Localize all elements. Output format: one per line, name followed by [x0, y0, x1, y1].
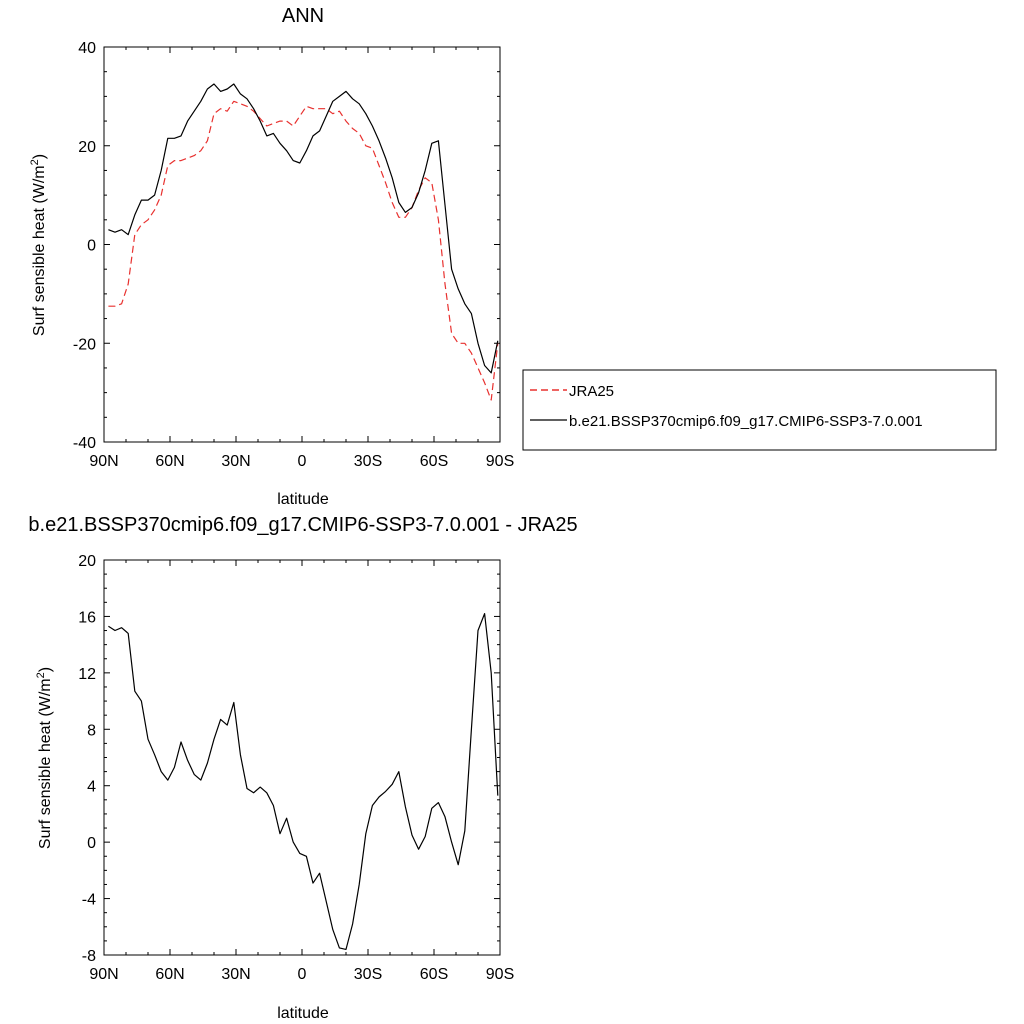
legend-box	[522, 369, 997, 451]
top-panel: ANN 90N 60N 30N 0 30S 60S 90S -40 -20 0 20 40 lati…	[29, 5, 514, 508]
x-tick-label: 90N	[89, 966, 118, 983]
series-line-model	[108, 83, 499, 374]
y-tick-label: -4	[82, 892, 96, 909]
legend-label-jra25: JRA25	[569, 383, 614, 400]
x-tick-label: 0	[298, 453, 307, 470]
y-tick-label: 4	[87, 779, 96, 796]
y-tick-label: -8	[82, 948, 96, 965]
bottom-y-axis-label: Surf sensible heat (W/m2)	[35, 667, 54, 849]
top-y-axis-label-main: Surf sensible heat (W/m	[31, 165, 48, 336]
y-tick-label: 16	[78, 609, 96, 626]
x-tick-label: 30N	[221, 966, 250, 983]
bottom-x-axis-label: latitude	[277, 1005, 329, 1022]
x-tick-label: 60S	[420, 453, 448, 470]
series-line-jra25	[108, 100, 499, 401]
top-y-axis-label-superscript: 2	[29, 159, 41, 165]
x-tick-label: 60N	[155, 453, 184, 470]
x-tick-label: 60S	[420, 966, 448, 983]
top-y-axis-label-end: )	[31, 154, 48, 159]
bottom-series-lines	[108, 612, 499, 951]
x-tick-label: 0	[298, 966, 307, 983]
x-tick-label: 30S	[354, 966, 382, 983]
y-tick-label: 8	[87, 722, 96, 739]
legend: JRA25 b.e21.BSSP370cmip6.f09_g17.CMIP6-S…	[522, 369, 997, 451]
y-tick-label: 20	[78, 139, 96, 156]
top-series-lines	[108, 83, 499, 401]
bottom-plot-frame	[103, 559, 501, 956]
legend-label-model: b.e21.BSSP370cmip6.f09_g17.CMIP6-SSP3-7.…	[569, 413, 923, 430]
top-x-tick-labels: 90N 60N 30N 0 30S 60S 90S	[89, 453, 514, 470]
x-tick-label: 90S	[486, 966, 514, 983]
x-tick-label: 90N	[89, 453, 118, 470]
x-tick-label: 90S	[486, 453, 514, 470]
series-line-difference	[108, 612, 499, 951]
bottom-y-axis-label-end: )	[37, 667, 54, 672]
x-tick-label: 30S	[354, 453, 382, 470]
x-tick-label: 30N	[221, 453, 250, 470]
top-axis-ticks	[103, 46, 501, 443]
y-tick-label: 20	[78, 553, 96, 570]
bottom-x-tick-labels: 90N 60N 30N 0 30S 60S 90S	[89, 966, 514, 983]
bottom-panel: b.e21.BSSP370cmip6.f09_g17.CMIP6-SSP3-7.…	[28, 514, 577, 1022]
top-y-axis-label: Surf sensible heat (W/m2)	[29, 154, 48, 336]
y-tick-label: 0	[87, 238, 96, 255]
bottom-axis-ticks	[103, 559, 501, 956]
top-y-tick-labels: -40 -20 0 20 40	[73, 40, 96, 452]
y-tick-label: -40	[73, 435, 96, 452]
bottom-y-axis-label-main: Surf sensible heat (W/m	[37, 678, 54, 849]
bottom-y-tick-labels: -8 -4 0 4 8 12 16 20	[78, 553, 96, 965]
y-tick-label: 0	[87, 835, 96, 852]
y-tick-label: 12	[78, 666, 96, 683]
y-tick-label: -20	[73, 336, 96, 353]
bottom-y-axis-label-superscript: 2	[35, 672, 47, 678]
top-chart-title: ANN	[282, 5, 324, 27]
bottom-chart-title: b.e21.BSSP370cmip6.f09_g17.CMIP6-SSP3-7.…	[28, 514, 577, 536]
x-tick-label: 60N	[155, 966, 184, 983]
top-x-axis-label: latitude	[277, 491, 329, 508]
y-tick-label: 40	[78, 40, 96, 57]
